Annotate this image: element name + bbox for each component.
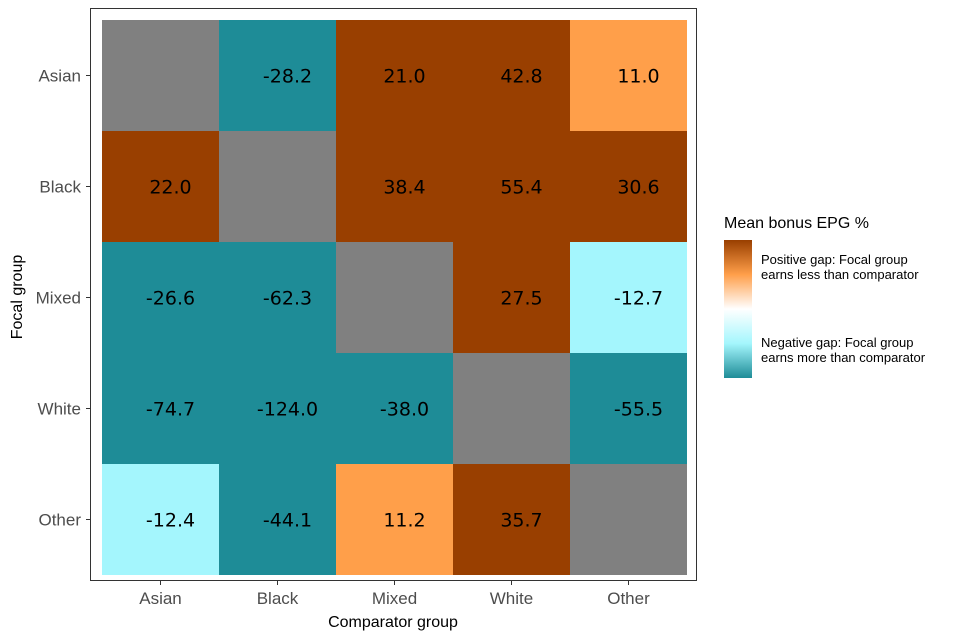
cell-mixed-mixed xyxy=(336,242,453,353)
x-tick-label-mixed: Mixed xyxy=(372,589,417,608)
heatmap-cells xyxy=(102,20,687,575)
legend-colorbar xyxy=(724,240,752,378)
y-axis-title: Focal group xyxy=(9,255,26,340)
cell-label-black-mixed: 38.4 xyxy=(383,177,425,199)
y-tick-label-black: Black xyxy=(39,178,81,197)
x-tick-label-white: White xyxy=(490,589,533,608)
cell-other-mixed xyxy=(336,464,453,575)
y-tick-label-asian: Asian xyxy=(38,67,81,86)
cell-label-black-other: 30.6 xyxy=(617,177,659,199)
cell-other-black xyxy=(219,464,336,575)
cell-label-other-asian: -12.4 xyxy=(146,510,195,532)
cell-label-white-black: -124.0 xyxy=(257,399,318,421)
cell-black-other xyxy=(570,131,687,242)
cell-label-mixed-other: -12.7 xyxy=(614,288,663,310)
heatmap-cell-labels: -28.2 21.0 42.8 11.0 22.0 38.4 55.4 30.6 -26.6 -6… xyxy=(146,66,663,532)
cell-label-asian-white: 42.8 xyxy=(500,66,542,88)
legend: Mean bonus EPG % Positive gap: Focal gro… xyxy=(724,215,926,378)
cell-other-asian xyxy=(102,464,219,575)
cell-label-mixed-black: -62.3 xyxy=(263,288,312,310)
cell-label-black-white: 55.4 xyxy=(500,177,542,199)
cell-white-white xyxy=(453,353,570,464)
cell-mixed-asian xyxy=(102,242,219,353)
cell-white-asian xyxy=(102,353,219,464)
legend-label-2-line-2: earns more than comparator xyxy=(761,350,926,365)
cell-mixed-other xyxy=(570,242,687,353)
x-axis-title: Comparator group xyxy=(328,614,458,631)
cell-label-asian-mixed: 21.0 xyxy=(383,66,425,88)
legend-title: Mean bonus EPG % xyxy=(724,215,869,232)
y-tick-label-mixed: Mixed xyxy=(36,289,81,308)
cell-label-white-other: -55.5 xyxy=(614,399,663,421)
cell-black-white xyxy=(453,131,570,242)
cell-black-black xyxy=(219,131,336,242)
legend-label-1-line-1: Positive gap: Focal group xyxy=(761,252,908,267)
cell-black-mixed xyxy=(336,131,453,242)
cell-label-other-black: -44.1 xyxy=(263,510,312,532)
cell-asian-black xyxy=(219,20,336,131)
cell-label-other-white: 35.7 xyxy=(500,510,542,532)
x-axis: Asian Black Mixed White Other xyxy=(139,581,650,608)
cell-asian-other xyxy=(570,20,687,131)
y-axis: Asian Black Mixed White Other xyxy=(36,67,90,530)
cell-label-asian-black: -28.2 xyxy=(263,66,312,88)
cell-white-mixed xyxy=(336,353,453,464)
y-tick-label-white: White xyxy=(38,400,81,419)
cell-mixed-white xyxy=(453,242,570,353)
cell-label-white-asian: -74.7 xyxy=(146,399,195,421)
cell-label-mixed-asian: -26.6 xyxy=(146,288,195,310)
cell-other-white xyxy=(453,464,570,575)
legend-label-2-line-1: Negative gap: Focal group xyxy=(761,335,913,350)
x-tick-label-other: Other xyxy=(607,589,650,608)
cell-asian-asian xyxy=(102,20,219,131)
cell-other-other xyxy=(570,464,687,575)
cell-label-white-mixed: -38.0 xyxy=(380,399,429,421)
x-tick-label-black: Black xyxy=(257,589,299,608)
x-tick-label-asian: Asian xyxy=(139,589,182,608)
legend-label-1-line-2: earns less than comparator xyxy=(761,267,919,282)
cell-white-other xyxy=(570,353,687,464)
cell-mixed-black xyxy=(219,242,336,353)
cell-asian-white xyxy=(453,20,570,131)
cell-asian-mixed xyxy=(336,20,453,131)
cell-black-asian xyxy=(102,131,219,242)
cell-label-mixed-white: 27.5 xyxy=(500,288,542,310)
cell-white-black xyxy=(219,353,336,464)
cell-label-black-asian: 22.0 xyxy=(149,177,191,199)
y-tick-label-other: Other xyxy=(38,511,81,530)
cell-label-other-mixed: 11.2 xyxy=(383,510,425,532)
cell-label-asian-other: 11.0 xyxy=(617,66,659,88)
